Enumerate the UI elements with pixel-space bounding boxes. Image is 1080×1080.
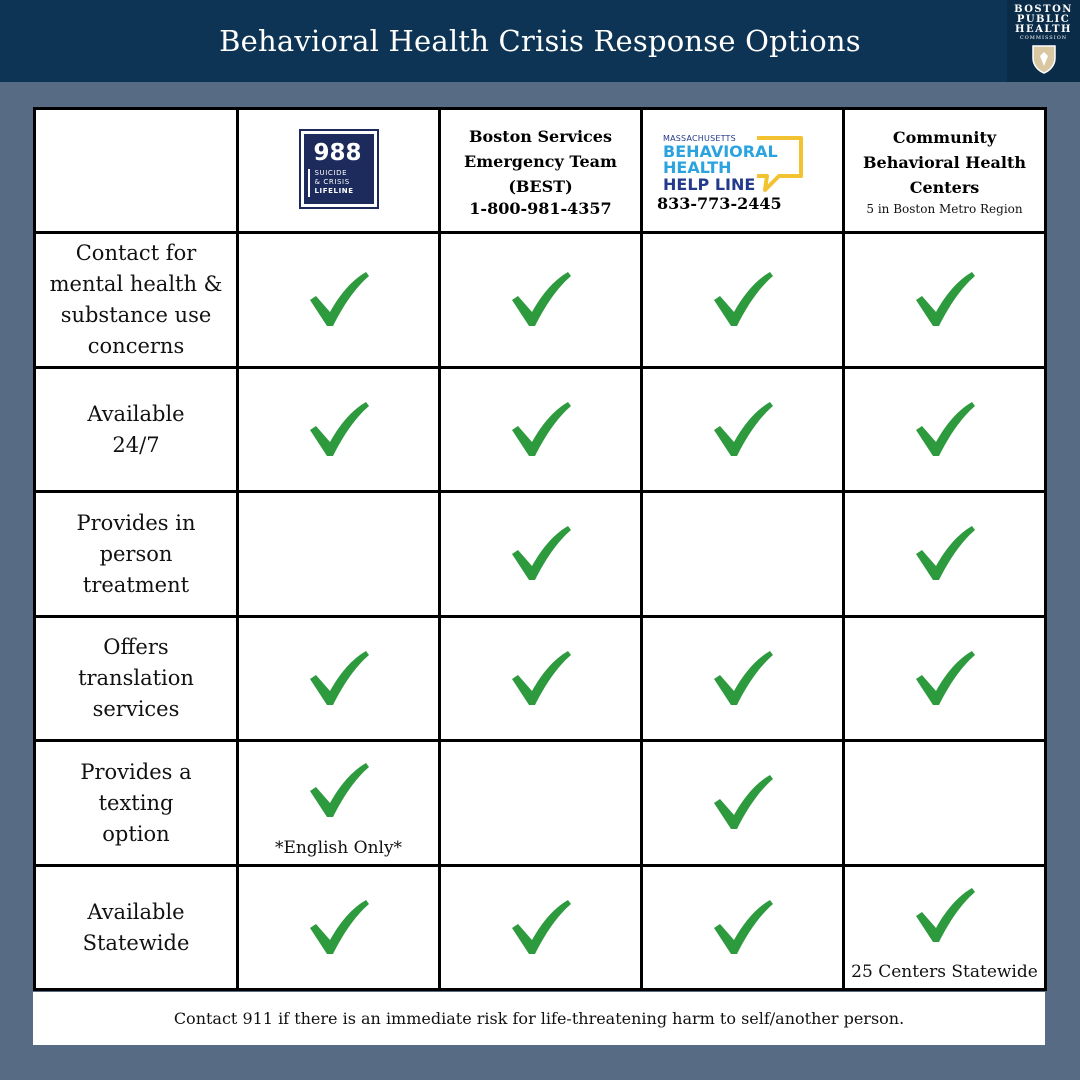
table-row: Contact for mental health & substance us… (33, 231, 1047, 369)
table-row: Offers translation services (33, 615, 1047, 742)
logo-line: LIFELINE (314, 186, 354, 195)
check-mark-icon (309, 650, 369, 705)
cbhc-title: Community Behavioral Health Centers (863, 128, 1026, 197)
col-header-mbhhl: MASSACHUSETTS BEHAVIORAL HEALTH HELP LIN… (640, 107, 845, 234)
table-cell (640, 615, 845, 742)
col-header-cbhc: Community Behavioral Health Centers 5 in… (842, 107, 1047, 234)
row-label-cell: Contact for mental health & substance us… (33, 231, 239, 369)
best-phone: 1-800-981-4357 (469, 198, 612, 218)
logo-line: HELP LINE (663, 175, 756, 194)
table-cell (438, 864, 643, 991)
logo-line: BOSTON (1014, 4, 1073, 15)
comparison-table: 988 SUICIDE & CRISIS LIFELINE Boston Ser… (33, 107, 1047, 991)
check-mark-icon (713, 775, 773, 829)
row-label: Offers translation services (78, 635, 194, 721)
table-cell (842, 366, 1047, 493)
row-label: Provides a texting option (80, 759, 192, 846)
mbhhl-logo: MASSACHUSETTS BEHAVIORAL HEALTH HELP LIN… (661, 132, 811, 202)
col-header-best: Boston Services Emergency Team (BEST) 1-… (438, 107, 643, 234)
check-mark-icon (309, 401, 369, 456)
table-cell (236, 231, 441, 369)
check-mark-icon (309, 899, 369, 954)
logo-number: 988 (313, 139, 362, 166)
row-label-cell: Offers translation services (33, 615, 239, 742)
table-row: Provides a texting option *English Only* (33, 739, 1047, 867)
check-mark-icon (511, 650, 571, 705)
header-row: 988 SUICIDE & CRISIS LIFELINE Boston Ser… (33, 107, 1047, 234)
speech-bubble-icon (757, 136, 803, 192)
table-cell: *English Only* (236, 739, 441, 867)
row-label-cell: Provides in person treatment (33, 490, 239, 618)
logo-line: HEALTH (1015, 24, 1072, 35)
table-cell (640, 366, 845, 493)
logo-line: & CRISIS (314, 177, 350, 186)
mbhhl-phone: 833-773-2445 (657, 194, 782, 213)
row-label-cell: Available 24/7 (33, 366, 239, 493)
table-cell (842, 739, 1047, 867)
logo-line: COMMISSION (1019, 35, 1068, 41)
col-header-988: 988 SUICIDE & CRISIS LIFELINE (236, 107, 441, 234)
table-cell (842, 231, 1047, 369)
check-mark-icon (915, 650, 975, 705)
table-cell (842, 615, 1047, 742)
table-cell (236, 615, 441, 742)
table-cell (236, 366, 441, 493)
table-cell (438, 615, 643, 742)
table-cell (236, 490, 441, 618)
logo-state: MASSACHUSETTS (663, 134, 736, 143)
check-mark-icon (915, 401, 975, 456)
row-label: Available Statewide (82, 899, 190, 955)
footer-note: Contact 911 if there is an immediate ris… (33, 992, 1045, 1045)
check-mark-icon (915, 887, 975, 942)
check-mark-icon (915, 526, 975, 580)
bphc-logo: BOSTON PUBLIC HEALTH COMMISSION (1007, 0, 1080, 82)
row-label: Available 24/7 (87, 401, 185, 457)
table-cell (640, 864, 845, 991)
check-mark-icon (511, 401, 571, 456)
logo-line: SUICIDE (314, 168, 348, 177)
check-mark-icon (511, 899, 571, 954)
row-label-cell: Available Statewide (33, 864, 239, 991)
988-lifeline-logo: 988 SUICIDE & CRISIS LIFELINE (298, 128, 379, 209)
row-label-cell: Provides a texting option (33, 739, 239, 867)
cell-note: 25 Centers Statewide (851, 962, 1038, 982)
row-label: Provides in person treatment (76, 510, 196, 597)
corner-cell (33, 107, 239, 234)
check-mark-icon (915, 272, 975, 326)
table-row: Available 24/7 (33, 366, 1047, 493)
table-cell (640, 490, 845, 618)
cell-note: *English Only* (274, 838, 403, 858)
table-cell: 25 Centers Statewide (842, 864, 1047, 991)
table-cell (438, 231, 643, 369)
cbhc-subtitle: 5 in Boston Metro Region (866, 202, 1023, 216)
logo-line: HEALTH (663, 158, 732, 177)
logo-line: PUBLIC (1016, 14, 1071, 25)
logo-bar (307, 168, 310, 197)
check-mark-icon (511, 272, 571, 326)
table-row: Provides in person treatment (33, 490, 1047, 618)
table-cell (236, 864, 441, 991)
check-mark-icon (713, 272, 773, 326)
check-mark-icon (713, 401, 773, 456)
check-mark-icon (511, 526, 571, 580)
table-cell (438, 739, 643, 867)
table-cell (438, 366, 643, 493)
check-mark-icon (713, 650, 773, 705)
check-mark-icon (309, 272, 369, 326)
header-bar: Behavioral Health Crisis Response Option… (0, 0, 1080, 82)
best-title: Boston Services Emergency Team (BEST) (464, 126, 617, 196)
row-label: Contact for mental health & substance us… (49, 241, 223, 358)
table-cell (842, 490, 1047, 618)
check-mark-icon (713, 899, 773, 954)
check-mark-icon (309, 763, 369, 817)
shield-icon (1031, 45, 1056, 74)
page-title: Behavioral Health Crisis Response Option… (219, 24, 861, 58)
table-row: Available Statewide 25 Centers Statewide (33, 864, 1047, 991)
table-cell (438, 490, 643, 618)
table-cell (640, 739, 845, 867)
logo-line: BEHAVIORAL (663, 142, 778, 161)
table-cell (640, 231, 845, 369)
